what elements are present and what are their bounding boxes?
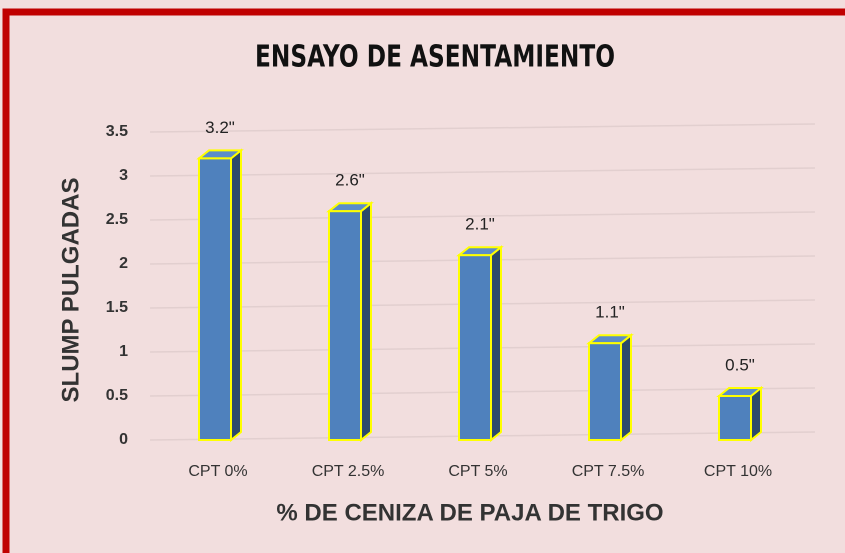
x-tick-label: CPT 10% [704,463,772,480]
bar-front [198,157,232,441]
x-tick-label: CPT 5% [448,463,507,480]
x-axis-label: % DE CENIZA DE PAJA DE TRIGO [276,499,663,526]
bar [716,385,764,443]
bar [586,333,634,443]
frame [2,8,845,553]
bar-front [588,342,622,442]
y-tick-label: 2.5 [106,211,128,228]
grid-line [149,211,816,221]
bar-front [328,210,362,441]
y-tick-label: 3.5 [106,123,128,140]
data-label: 0.5" [725,355,755,374]
chart-title: ENSAYO DE ASENTAMIENTO [255,40,615,75]
y-tick-label: 0 [119,431,128,448]
y-tick-label: 3 [119,167,128,184]
bar [456,245,504,443]
bar-front [718,395,752,441]
bar-front [458,254,492,441]
bar-side [490,245,502,443]
bar-side [620,333,632,443]
data-label: 2.6" [335,171,365,190]
y-axis-label: SLUMP PULGADAS [57,178,84,403]
bar-side [360,201,372,443]
x-tick-label: CPT 7.5% [572,463,645,480]
x-tick-label: CPT 0% [188,463,247,480]
bar-side [230,148,242,443]
y-tick-label: 1.5 [106,299,128,316]
grid-line [149,167,816,177]
data-label: 1.1" [595,303,625,322]
y-tick-label: 0.5 [106,387,128,404]
x-tick-label: CPT 2.5% [312,463,385,480]
data-label: 3.2" [205,118,235,137]
grid-line [149,123,816,133]
bar [196,148,244,443]
data-label: 2.1" [465,215,495,234]
y-tick-label: 2 [119,255,128,272]
y-tick-label: 1 [119,343,128,360]
bar [326,201,374,443]
